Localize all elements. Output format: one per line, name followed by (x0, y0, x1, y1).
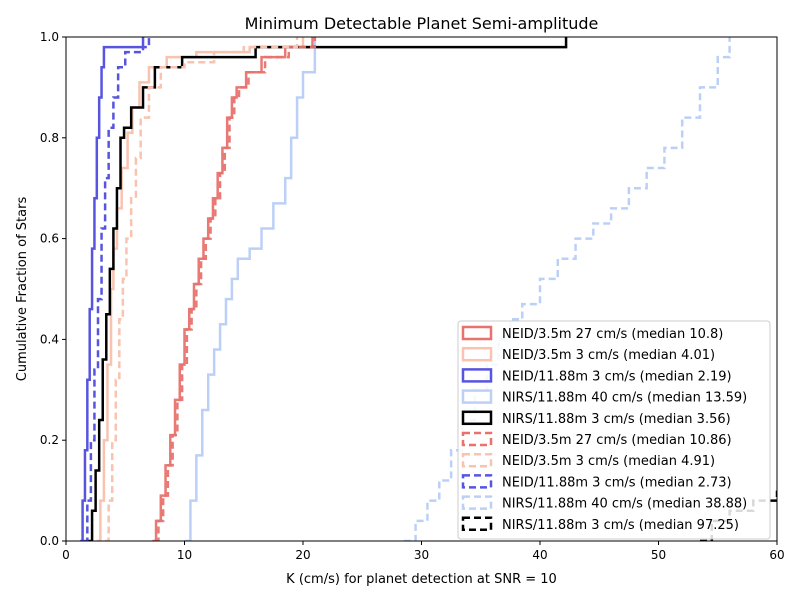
y-tick-label: 1.0 (40, 30, 59, 44)
legend-handle (461, 474, 493, 489)
legend-label: NEID/3.5m 3 cm/s (median 4.91) (502, 454, 715, 469)
series-line-2 (80, 37, 145, 541)
x-tick-label: 30 (414, 548, 429, 562)
x-tick-label: 60 (769, 548, 784, 562)
series-line-8 (403, 37, 731, 541)
legend-handle (461, 368, 493, 383)
legend-label: NIRS/11.88m 3 cm/s (median 3.56) (502, 412, 731, 427)
legend-handle (461, 452, 493, 468)
series-line-6 (105, 37, 299, 541)
legend-handle (461, 495, 493, 510)
legend-box (457, 320, 771, 540)
series-line-5 (154, 37, 317, 541)
y-axis: 0.0 0.2 0.4 0.6 0.8 1.0 (40, 30, 66, 548)
series-line-3 (184, 37, 317, 541)
legend-handle (461, 516, 493, 532)
y-tick-label: 0.2 (40, 433, 59, 447)
y-tick-label: 0.0 (40, 534, 59, 548)
legend-handle (461, 410, 493, 426)
legend-label: NEID/3.5m 27 cm/s (median 10.86) (502, 433, 732, 448)
series-layer (80, 37, 777, 541)
x-tick-label: 20 (295, 548, 310, 562)
y-tick-label: 0.8 (40, 131, 59, 145)
series-line-7 (83, 37, 151, 541)
legend-handle (461, 431, 493, 447)
y-tick-label: 0.4 (40, 332, 59, 346)
legend: NEID/3.5m 27 cm/s (median 10.8) NEID/3.5m… (457, 320, 771, 540)
legend-handle (461, 346, 493, 362)
x-axis: 0 10 20 30 40 50 60 (62, 541, 785, 562)
x-tick-label: 50 (651, 548, 666, 562)
y-tick-label: 0.6 (40, 232, 59, 246)
x-tick-label: 0 (62, 548, 70, 562)
legend-label: NIRS/11.88m 40 cm/s (median 13.59) (502, 391, 747, 406)
chart-title: Minimum Detectable Planet Semi-amplitude (245, 14, 599, 33)
legend-label: NEID/11.88m 3 cm/s (median 2.19) (502, 369, 732, 384)
legend-label: NIRS/11.88m 3 cm/s (median 97.25) (502, 518, 739, 533)
x-axis-label: K (cm/s) for planet detection at SNR = 1… (286, 572, 557, 587)
legend-label: NEID/11.88m 3 cm/s (median 2.73) (502, 475, 732, 490)
legend-handle (461, 325, 493, 341)
legend-label: NEID/3.5m 3 cm/s (median 4.01) (502, 348, 715, 363)
legend-label: NEID/3.5m 27 cm/s (median 10.8) (502, 327, 723, 342)
legend-handle (461, 389, 493, 404)
y-axis-label: Cumulative Fraction of Stars (15, 197, 30, 382)
x-tick-label: 40 (532, 548, 547, 562)
x-tick-label: 10 (177, 548, 192, 562)
legend-label: NIRS/11.88m 40 cm/s (median 38.88) (502, 497, 747, 512)
